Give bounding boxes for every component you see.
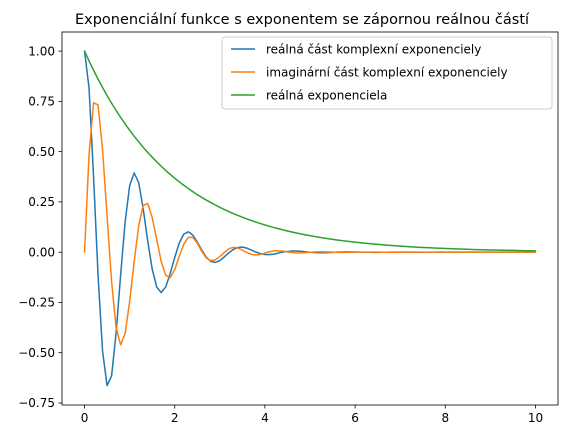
plot-frame xyxy=(61,31,559,406)
y-tick-label: −0.25 xyxy=(18,296,55,310)
legend-box xyxy=(221,36,553,110)
x-tick-label: 0 xyxy=(81,411,89,425)
legend: reálná část komplexní exponenciely imagin… xyxy=(221,36,553,110)
y-axis: −0.75 −0.50 −0.25 0.00 0.25 0.50 0.75 1.00 xyxy=(18,44,62,410)
series-line-imag-part xyxy=(83,101,537,346)
x-tick-label: 6 xyxy=(351,411,359,425)
y-tick-label: 0.75 xyxy=(28,95,55,109)
legend-items: reálná část komplexní exponenciely imagin… xyxy=(231,42,508,102)
y-tick-label: −0.50 xyxy=(18,346,55,360)
legend-label: reálná část komplexní exponenciely xyxy=(266,42,481,56)
y-tick-label: −0.75 xyxy=(18,396,55,410)
x-tick-label: 2 xyxy=(171,411,179,425)
y-tick-label: 1.00 xyxy=(28,44,55,58)
x-tick-label: 10 xyxy=(528,411,543,425)
y-tick-label: 0.50 xyxy=(28,145,55,159)
x-tick-label: 8 xyxy=(441,411,449,425)
x-tick-label: 4 xyxy=(261,411,269,425)
legend-label: imaginární část komplexní exponenciely xyxy=(266,65,508,79)
y-tick-label: 0.00 xyxy=(28,245,55,259)
legend-label: reálná exponenciela xyxy=(266,88,387,102)
series-line-real-exp xyxy=(83,50,537,252)
y-tick-label: 0.25 xyxy=(28,195,55,209)
chart-title: Exponenciální funkce s exponentem se záp… xyxy=(75,12,530,28)
x-axis: 0 2 4 6 8 10 xyxy=(81,405,543,425)
series-layer xyxy=(83,50,537,387)
